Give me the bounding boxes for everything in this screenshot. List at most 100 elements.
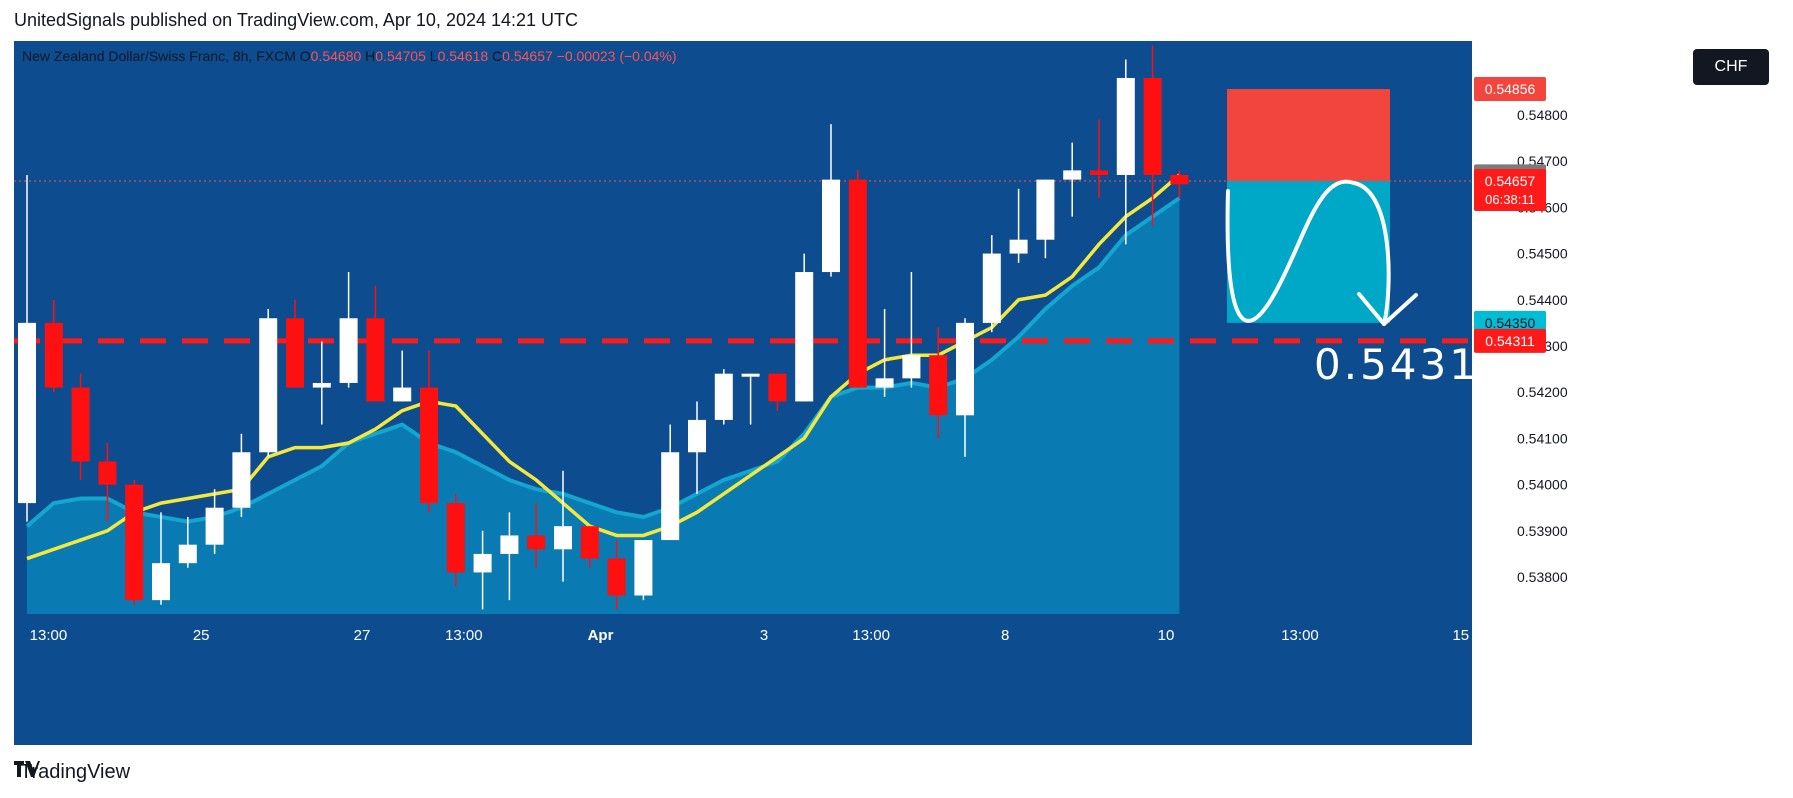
- candle: [446, 493, 465, 587]
- candle: [1090, 119, 1108, 199]
- candle-body: [688, 419, 706, 453]
- candle: [527, 503, 546, 568]
- candle: [875, 309, 894, 397]
- candle-body: [339, 318, 358, 383]
- candle-body: [554, 526, 572, 550]
- candle: [393, 350, 412, 402]
- chart-frame[interactable]: 0.5431 New Zealand Dollar/Swiss Franc, 8h…: [14, 41, 1779, 745]
- candle: [473, 530, 492, 610]
- tradingview-brand: TradingView: [20, 761, 131, 783]
- x-tick-label: 10: [1158, 627, 1175, 644]
- candle: [205, 489, 224, 554]
- candle: [1143, 45, 1162, 226]
- candle: [125, 479, 144, 605]
- currency-button[interactable]: CHF: [1693, 49, 1769, 85]
- y-tick-label: 0.53900: [1517, 523, 1568, 539]
- projection-arrow-icon: [1357, 292, 1418, 326]
- stop-loss-zone: [1227, 89, 1390, 182]
- candle-body: [956, 322, 974, 416]
- ema-fast-line: [26, 173, 1181, 561]
- candle-body: [741, 373, 760, 377]
- y-tick-label: 0.54800: [1517, 107, 1568, 123]
- candle: [286, 299, 304, 388]
- candle-body: [259, 318, 278, 453]
- candle-body: [1063, 170, 1082, 180]
- candle: [661, 424, 680, 541]
- published-line: UnitedSignals published on TradingView.c…: [14, 10, 579, 30]
- candle-body: [312, 382, 331, 388]
- candle-body: [125, 484, 144, 601]
- candle: [152, 512, 170, 605]
- price-badge: [1474, 328, 1546, 353]
- candle: [366, 285, 385, 402]
- candle-body: [393, 387, 412, 402]
- candle: [71, 373, 90, 480]
- candle: [232, 433, 251, 517]
- x-tick-label: 25: [193, 627, 210, 644]
- x-tick-label: 13:00: [30, 627, 68, 644]
- x-tick-label: 13:00: [1281, 627, 1319, 644]
- candle: [312, 341, 331, 425]
- candle: [98, 443, 117, 522]
- candle: [500, 512, 519, 601]
- candle-body: [607, 558, 626, 596]
- candle: [982, 235, 1001, 333]
- candle-body: [875, 378, 894, 388]
- x-tick-label: 8: [1001, 627, 1009, 644]
- x-tick-label: 13:00: [852, 627, 890, 644]
- price-chart[interactable]: 0.5431 New Zealand Dollar/Swiss Franc, 8h…: [14, 41, 1779, 745]
- candle-body: [152, 563, 170, 601]
- x-tick-label: Apr: [588, 627, 614, 644]
- candle: [714, 369, 733, 425]
- candle-body: [822, 179, 840, 273]
- candle: [1170, 170, 1189, 199]
- candle-body: [795, 272, 814, 402]
- candle-body: [500, 535, 519, 554]
- candle: [1116, 59, 1135, 245]
- y-tick-label: 0.53800: [1517, 569, 1568, 585]
- candle-body: [71, 387, 90, 462]
- candle: [929, 327, 948, 439]
- candle-body: [634, 540, 653, 596]
- candle: [607, 540, 626, 610]
- projection-curve: [1225, 179, 1391, 326]
- price-badge-label: 0.54657: [1485, 173, 1536, 189]
- time-axis-background: [14, 614, 1472, 745]
- price-badge-label: 0.54856: [1485, 81, 1536, 97]
- candle-body: [580, 526, 599, 559]
- candle-body: [286, 318, 304, 388]
- price-badge: [1474, 77, 1546, 102]
- candle: [420, 350, 438, 513]
- candle: [259, 309, 278, 457]
- candle: [178, 516, 197, 568]
- candle-body: [420, 387, 438, 504]
- tradingview-footer[interactable]: TradingView: [14, 761, 130, 784]
- candle-body: [366, 318, 385, 402]
- y-tick-label: 0.54400: [1517, 292, 1568, 308]
- candle-body: [446, 503, 465, 573]
- candle-body: [18, 322, 36, 504]
- candle-body: [848, 179, 867, 388]
- candle: [554, 470, 572, 582]
- candle-body: [929, 355, 948, 416]
- legend: New Zealand Dollar/Swiss Franc, 8h, FXCM…: [22, 48, 677, 64]
- candle-body: [44, 322, 63, 388]
- candle: [795, 253, 814, 402]
- candle: [18, 175, 36, 522]
- candle: [1036, 179, 1055, 259]
- candle: [634, 540, 653, 601]
- candle-body: [178, 544, 197, 564]
- candle: [741, 373, 760, 425]
- candle-body: [1143, 77, 1162, 176]
- x-tick-label: 13:00: [445, 627, 483, 644]
- candle-body: [714, 373, 733, 420]
- candle-body: [205, 507, 224, 545]
- candle: [822, 124, 840, 277]
- y-tick-label: 0.54100: [1517, 430, 1568, 446]
- candle: [1009, 188, 1028, 263]
- candle-body: [473, 553, 492, 573]
- price-badge-label: 0.54350: [1485, 315, 1536, 331]
- x-tick-label: 3: [760, 627, 768, 644]
- candle: [688, 401, 706, 494]
- candle: [1063, 142, 1082, 217]
